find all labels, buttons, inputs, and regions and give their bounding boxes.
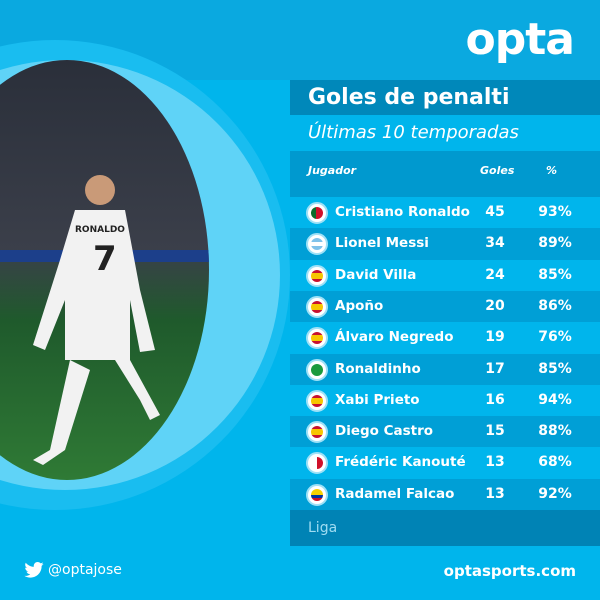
table-row: Radamel Falcao 13 92% bbox=[290, 478, 600, 510]
flag-icon bbox=[306, 358, 328, 381]
table-row: Diego Castro 15 88% bbox=[290, 416, 600, 448]
flag-icon bbox=[306, 421, 328, 444]
table-row: David Villa 24 85% bbox=[290, 259, 600, 291]
col-goles: Goles bbox=[480, 164, 515, 177]
col-pct: % bbox=[546, 164, 558, 177]
player-pct: 85% bbox=[538, 266, 572, 283]
player-pct: 68% bbox=[538, 454, 572, 471]
title: Goles de penalti bbox=[290, 80, 600, 115]
table-row: Frédéric Kanouté 13 68% bbox=[290, 447, 600, 479]
player-name: Radamel Falcao bbox=[335, 485, 455, 502]
player-name: Ronaldinho bbox=[335, 360, 421, 377]
player-goals: 24 bbox=[485, 266, 505, 283]
flag-icon bbox=[306, 202, 328, 224]
player-goals: 20 bbox=[485, 297, 505, 314]
player-name: Diego Castro bbox=[335, 423, 434, 440]
player-pct: 92% bbox=[538, 485, 572, 502]
twitter-icon bbox=[24, 562, 44, 578]
table-row: Ronaldinho 17 85% bbox=[290, 353, 600, 385]
player-name: Xabi Prieto bbox=[335, 391, 420, 408]
player-goals: 17 bbox=[485, 360, 505, 377]
player-name: Álvaro Negredo bbox=[335, 329, 454, 346]
flag-icon bbox=[306, 452, 328, 475]
table-row: Xabi Prieto 16 94% bbox=[290, 384, 600, 417]
player-goals: 13 bbox=[485, 454, 505, 471]
flag-icon bbox=[306, 295, 328, 318]
flag-icon bbox=[306, 389, 328, 412]
subtitle: Últimas 10 temporadas bbox=[290, 115, 600, 151]
player-pct: 93% bbox=[538, 204, 572, 220]
player-name: Apoño bbox=[335, 297, 384, 314]
table-row: Apoño 20 86% bbox=[290, 290, 600, 323]
jersey-number: 7 bbox=[93, 239, 117, 279]
flag-icon bbox=[306, 483, 328, 506]
player-goals: 15 bbox=[485, 423, 505, 440]
jersey-name: RONALDO bbox=[75, 225, 125, 235]
player-goals: 45 bbox=[485, 204, 505, 220]
table-row: Lionel Messi 34 89% bbox=[290, 228, 600, 260]
twitter-handle-text: @optajose bbox=[48, 562, 122, 578]
player-name: Lionel Messi bbox=[335, 235, 429, 252]
flag-icon bbox=[306, 264, 328, 287]
player-photo-circle: 7 RONALDO bbox=[0, 40, 290, 510]
opta-logo: opta bbox=[465, 14, 575, 65]
table-header: Jugador Goles % bbox=[290, 151, 600, 197]
player-name: Cristiano Ronaldo bbox=[335, 204, 470, 220]
player-pct: 94% bbox=[538, 391, 572, 408]
player-pct: 86% bbox=[538, 297, 572, 314]
player-goals: 34 bbox=[485, 235, 505, 252]
flag-icon bbox=[306, 233, 328, 256]
twitter-handle[interactable]: @optajose bbox=[24, 562, 122, 578]
player-pct: 88% bbox=[538, 423, 572, 440]
player-name: David Villa bbox=[335, 266, 417, 283]
flag-icon bbox=[306, 327, 328, 350]
player-goals: 19 bbox=[485, 329, 505, 346]
player-pct: 76% bbox=[538, 329, 572, 346]
player-pct: 85% bbox=[538, 360, 572, 377]
player-pct: 89% bbox=[538, 235, 572, 252]
website-link[interactable]: optasports.com bbox=[443, 562, 576, 580]
player-goals: 13 bbox=[485, 485, 505, 502]
table-row: Cristiano Ronaldo 45 93% bbox=[290, 197, 600, 229]
player-name: Frédéric Kanouté bbox=[335, 454, 466, 471]
player-goals: 16 bbox=[485, 391, 505, 408]
competition-label: Liga bbox=[290, 510, 600, 546]
col-jugador: Jugador bbox=[308, 164, 357, 177]
table-row: Álvaro Negredo 19 76% bbox=[290, 322, 600, 354]
